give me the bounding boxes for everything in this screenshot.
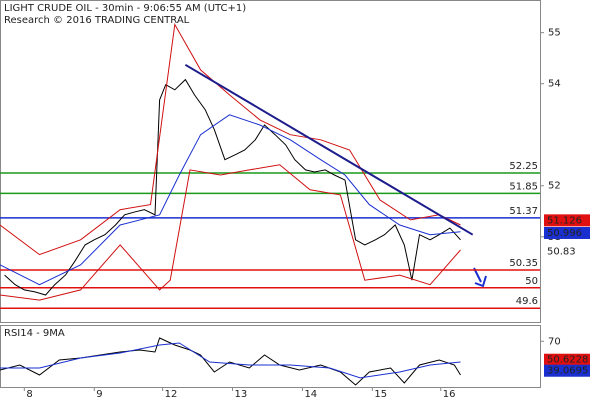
price-panel-frame [0,0,541,323]
forecast-arrow [473,267,487,288]
level-label: 50.35 [509,258,538,269]
rsi-panel-frame [0,325,541,388]
level-label: 51.37 [509,206,538,217]
y-tick-label: 54 [548,79,561,90]
price-tag: 50.996 [547,228,582,239]
price-tag-box [544,353,590,366]
series-line [0,164,461,301]
level-label: 50 [525,276,538,287]
chart-subtitle: Research © 2016 TRADING CENTRAL [4,15,190,26]
series-line [184,63,474,236]
price-tag: 39.0695 [547,366,588,377]
y-tick-label: 55 [548,28,561,39]
series-line [0,22,461,256]
x-tick-label: 14 [304,389,317,400]
level-label: 52.25 [509,161,538,172]
x-tick-label: 15 [374,389,387,400]
price-tag: 50.83 [547,246,576,257]
price-tag: 50.6228 [547,355,588,366]
x-tick-label: 8 [26,389,32,400]
rsi-title: RSI14 - 9MA [4,328,65,339]
series-line [0,337,461,386]
x-tick-label: 9 [96,389,102,400]
y-tick-label: 70 [548,336,561,347]
x-tick-label: 16 [443,389,456,400]
series-line [0,342,461,379]
price-tag-box [544,226,590,239]
x-tick-label: 13 [235,389,248,400]
level-label: 51.85 [509,181,538,192]
price-tag: 51.126 [547,215,582,226]
price-tag-box [544,214,590,227]
series-line [4,78,461,296]
chart-title: LIGHT CRUDE OIL - 30min - 9:06:55 AM (UT… [4,3,246,14]
x-tick-label: 12 [165,389,178,400]
price-tag-box [544,364,590,377]
series-line [0,114,461,286]
level-label: 49.6 [516,296,538,307]
y-tick-label: 52 [548,181,561,192]
